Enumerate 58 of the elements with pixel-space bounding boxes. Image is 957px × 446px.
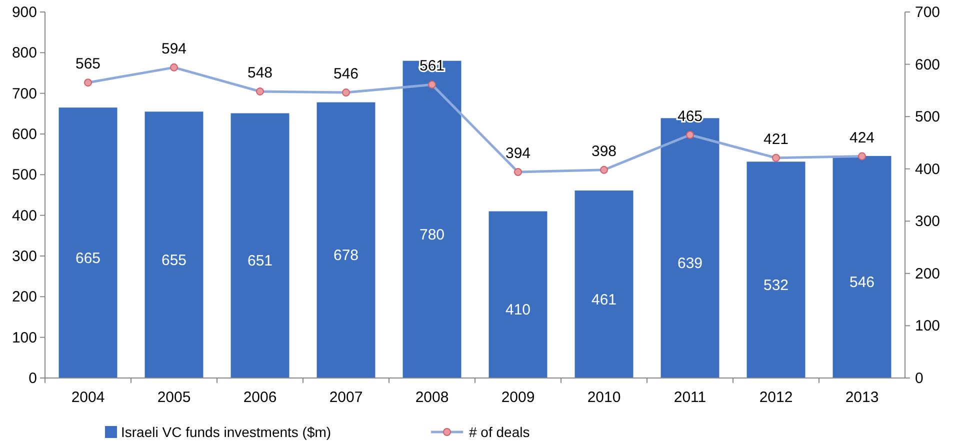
legend-label: # of deals	[469, 424, 530, 440]
y2-tick-label: 300	[915, 213, 940, 230]
data-label: 665	[75, 250, 101, 267]
y-tick-label: 900	[12, 4, 37, 21]
legend-label: Israeli VC funds investments ($m)	[121, 424, 332, 440]
bar	[488, 211, 548, 378]
x-tick-label: 2011	[674, 389, 706, 406]
x-tick-label: 2005	[157, 389, 191, 406]
data-label: 532	[763, 276, 789, 294]
y-tick-label: 700	[12, 85, 37, 102]
bar	[316, 102, 376, 378]
data-label: 594	[161, 40, 187, 58]
x-tick-label: 2010	[587, 389, 621, 406]
bar	[574, 190, 634, 378]
x-tick-label: 2013	[845, 389, 879, 406]
x-tick-label: 2004	[71, 389, 105, 406]
data-label: 561	[419, 58, 445, 75]
data-label: 655	[161, 252, 187, 269]
y-tick-label: 800	[12, 44, 37, 62]
y2-tick-label: 500	[915, 108, 940, 126]
bar	[402, 60, 462, 378]
y-tick-label: 400	[12, 207, 37, 224]
data-label: 546	[333, 66, 359, 83]
data-label: 639	[677, 255, 703, 272]
bar	[58, 108, 118, 378]
data-label: 546	[849, 274, 875, 291]
data-label: 398	[591, 142, 617, 160]
y2-tick-label: 200	[915, 265, 940, 282]
y2-tick-label: 700	[915, 4, 940, 21]
y2-tick-label: 600	[915, 56, 940, 74]
x-tick-label: 2012	[759, 389, 793, 406]
y2-tick-label: 100	[915, 318, 940, 335]
bar	[230, 113, 290, 378]
x-tick-label: 2006	[243, 389, 277, 406]
data-label: 394	[505, 144, 531, 162]
y-tick-label: 300	[12, 248, 37, 265]
y2-tick-label: 400	[915, 160, 940, 178]
x-tick-label: 2008	[415, 389, 449, 406]
data-label: 651	[247, 252, 273, 270]
data-label: 548	[247, 64, 273, 82]
bar	[746, 162, 806, 378]
y-tick-label: 100	[12, 329, 37, 346]
data-label: 461	[591, 291, 617, 308]
y-tick-label: 200	[12, 288, 37, 306]
data-label: 410	[505, 302, 531, 319]
x-tick-label: 2007	[329, 389, 363, 406]
y-tick-label: 500	[12, 166, 37, 184]
data-label: 780	[419, 226, 445, 244]
data-label: 421	[763, 130, 789, 148]
data-label: 565	[75, 56, 101, 73]
bar	[144, 112, 204, 378]
y-tick-label: 600	[12, 126, 37, 143]
y2-tick-label: 0	[915, 370, 924, 387]
y-tick-label: 0	[28, 370, 37, 387]
data-label: 424	[849, 129, 875, 146]
bar	[832, 156, 892, 378]
x-tick-label: 2009	[501, 389, 535, 406]
data-label: 678	[333, 247, 359, 264]
